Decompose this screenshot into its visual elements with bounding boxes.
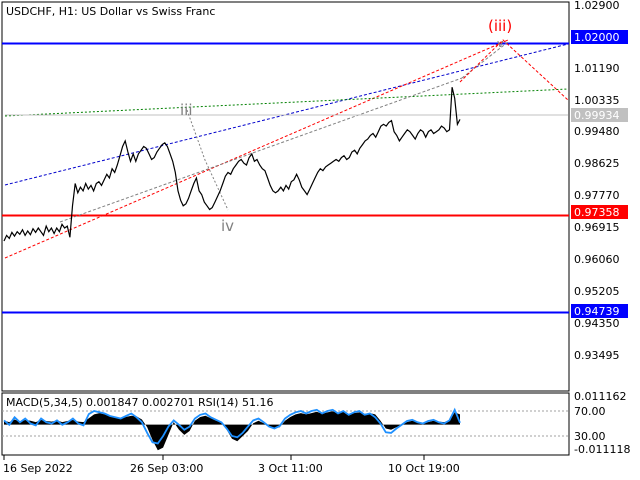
level-tag-bg-mid [571,205,628,219]
level-tag-top: 1.02000 [574,31,620,44]
x-tick-label: 16 Sep 2022 [3,462,73,475]
level-tag-bg-top [571,30,628,44]
x-axis: 16 Sep 2022 26 Sep 03:00 3 Oct 11:00 10 … [3,455,460,475]
level-tag-bottom: 0.94739 [574,305,620,318]
indicator-tick-label: 30.00 [574,430,606,443]
main-plot-frame [1,1,570,392]
price-tag-bg [571,108,628,122]
y-tick-label: 0.99480 [574,125,620,138]
wave-label-iii: iii [180,101,193,119]
y-tick-label: 0.98625 [574,157,620,170]
y-tick-label: 1.00335 [574,94,620,107]
macd-histogram [4,411,460,451]
red-projection [459,39,569,101]
y-tick-label: 0.97770 [574,189,620,202]
y-tick-label: 0.93495 [574,349,620,362]
y-axis: 1.02900 1.01190 1.00335 0.99480 0.98625 … [574,0,620,362]
wave-connector [186,109,229,211]
y-tick-label: 0.95205 [574,285,620,298]
x-tick-label: 26 Sep 03:00 [130,462,203,475]
level-tag-mid: 0.97358 [574,206,620,219]
wave-label-v: v [497,37,504,50]
last-price-tag: 0.99934 [574,109,620,122]
trendlines [4,39,569,259]
indicator-tick-label: -0.011118 [574,443,630,456]
indicator-title: MACD(5,34,5) 0.001847 0.002701 RSI(14) 5… [6,396,273,409]
indicator-tick-label: 70.00 [574,405,606,418]
red-trendline [4,39,509,259]
y-tick-label: 0.94350 [574,317,620,330]
price-series-line [3,87,461,242]
rsi-line [3,407,461,445]
level-tag-bg-bottom [571,304,628,318]
x-tick-label: 3 Oct 11:00 [258,462,323,475]
horizontal-levels [2,42,569,314]
wave-label-iii-major: (iii) [488,17,512,35]
chart-title: USDCHF, H1: US Dollar vs Swiss Franc [6,5,215,18]
wave-label-iv: iv [221,217,234,235]
y-tick-label: 1.01190 [574,62,620,75]
y-tick-label: 1.02900 [574,0,620,12]
x-tick-label: 10 Oct 19:00 [388,462,460,475]
y-tick-label: 0.96915 [574,221,620,234]
green-trendline [4,88,569,117]
indicator-tick-label: 0.011162 [574,390,627,403]
gray-channel-lower [59,77,463,223]
y-tick-label: 0.96060 [574,253,620,266]
